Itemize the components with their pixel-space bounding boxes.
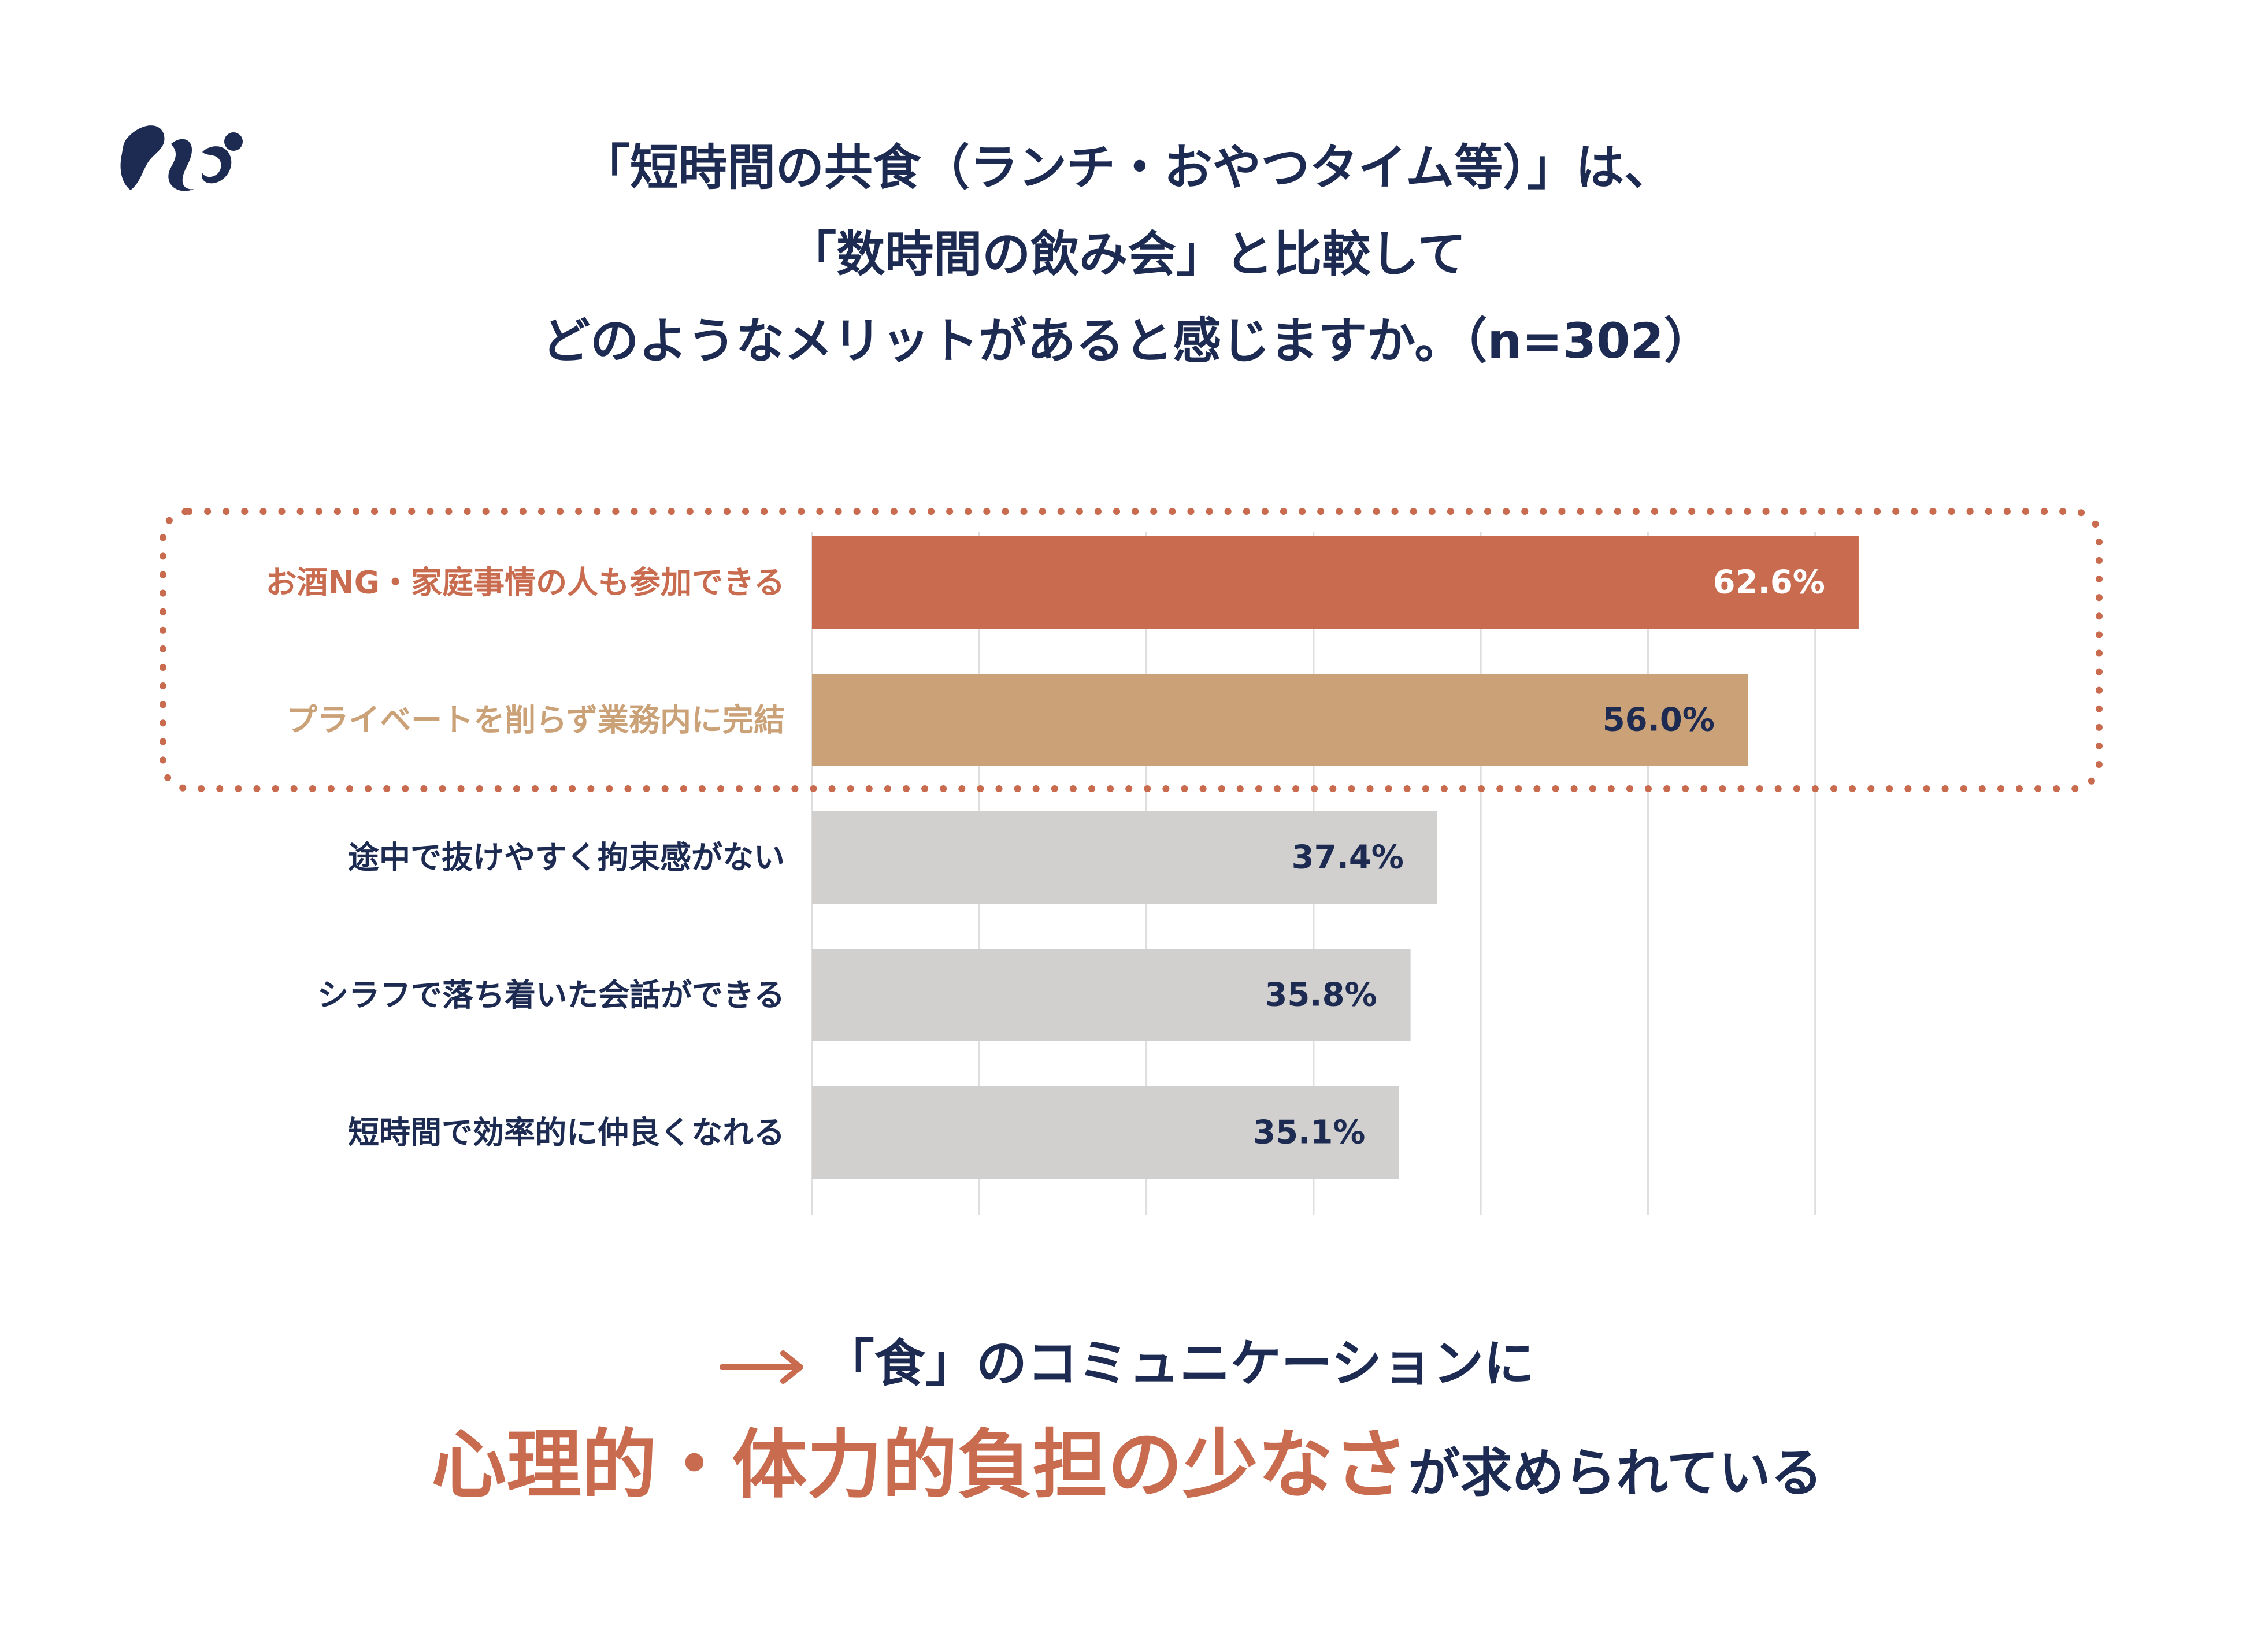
data-label: 56.0%	[1603, 701, 1715, 739]
conclusion-highlight: 心理的・体力的負担の少なさ	[431, 1421, 1408, 1509]
bar	[812, 536, 1859, 629]
data-label: 37.4%	[1292, 839, 1404, 877]
category-label: シラフで落ち着いた会話ができる	[317, 977, 785, 1014]
category-label: お酒NG・家庭事情の人も参加できる	[266, 565, 785, 601]
title-line-2: 「数時間の飲み会」と比較して	[788, 226, 1466, 283]
squirrel-logo-icon	[120, 125, 243, 191]
category-label: 途中で抜けやすく拘束感がない	[348, 840, 785, 876]
bar	[812, 811, 1437, 904]
highlight-box	[160, 508, 2103, 792]
data-label: 35.8%	[1265, 977, 1377, 1014]
title-line-1: 「短時間の共食（ランチ・おやつタイム等）」は、	[581, 139, 1673, 196]
chart-title: 「短時間の共食（ランチ・おやつタイム等）」は、 「数時間の飲み会」と比較して ど…	[0, 124, 2254, 384]
conclusion-text-1: 「食」のコミュニケーションに	[823, 1334, 1535, 1393]
category-label: 短時間で効率的に仲良くなれる	[348, 1115, 785, 1151]
bar	[812, 1086, 1399, 1179]
conclusion-text-2: が求められている	[1408, 1443, 1823, 1503]
conclusion-line-2: 心理的・体力的負担の少なさが求められている	[0, 1410, 2254, 1543]
right-arrow-icon	[719, 1350, 803, 1384]
title-line-3: どのようなメリットがあると感じますか。（n=302）	[542, 313, 1712, 369]
bar	[812, 949, 1411, 1041]
data-label: 35.1%	[1253, 1114, 1365, 1152]
bar	[812, 674, 1748, 766]
category-label: プライベートを削らず業務内に完結	[286, 702, 785, 738]
conclusion-line-1: 「食」のコミュニケーションに	[0, 1329, 2254, 1398]
data-label: 62.6%	[1713, 564, 1825, 602]
